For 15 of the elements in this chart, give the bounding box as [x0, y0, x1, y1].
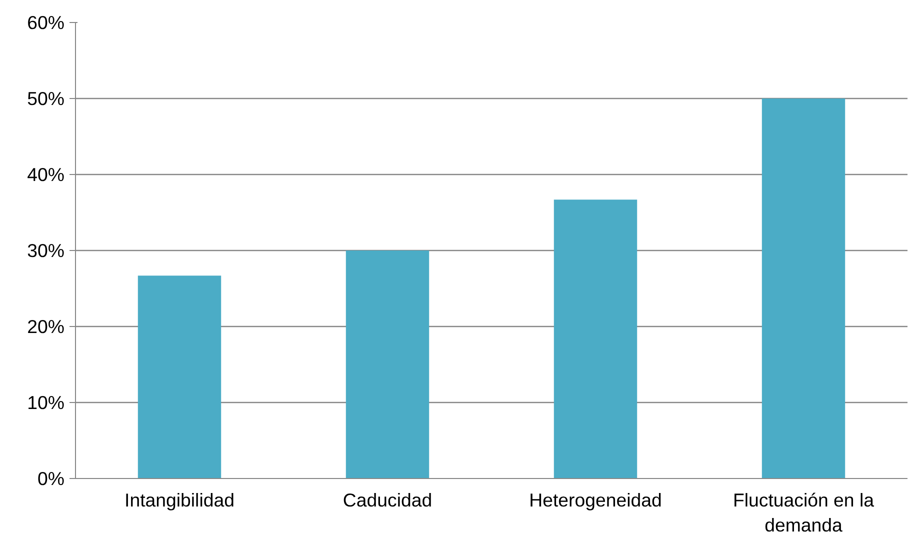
y-tick-label: 10% [27, 392, 65, 413]
y-tick-label: 40% [27, 164, 65, 185]
y-tick-label: 60% [27, 12, 65, 33]
bar [346, 250, 430, 478]
x-tick-label: Fluctuación en la demanda [732, 490, 875, 536]
y-tick-label: 20% [27, 316, 65, 337]
x-tick-label: Caducidad [342, 490, 432, 510]
x-tick-label: Heterogeneidad [529, 490, 662, 510]
y-tick-label: 30% [27, 240, 65, 261]
bar [138, 276, 222, 478]
bar [762, 98, 846, 478]
x-tick-label: Intangibilidad [124, 490, 234, 510]
bar [554, 200, 638, 478]
y-tick-label: 0% [38, 468, 65, 489]
y-tick-label: 50% [27, 88, 65, 109]
